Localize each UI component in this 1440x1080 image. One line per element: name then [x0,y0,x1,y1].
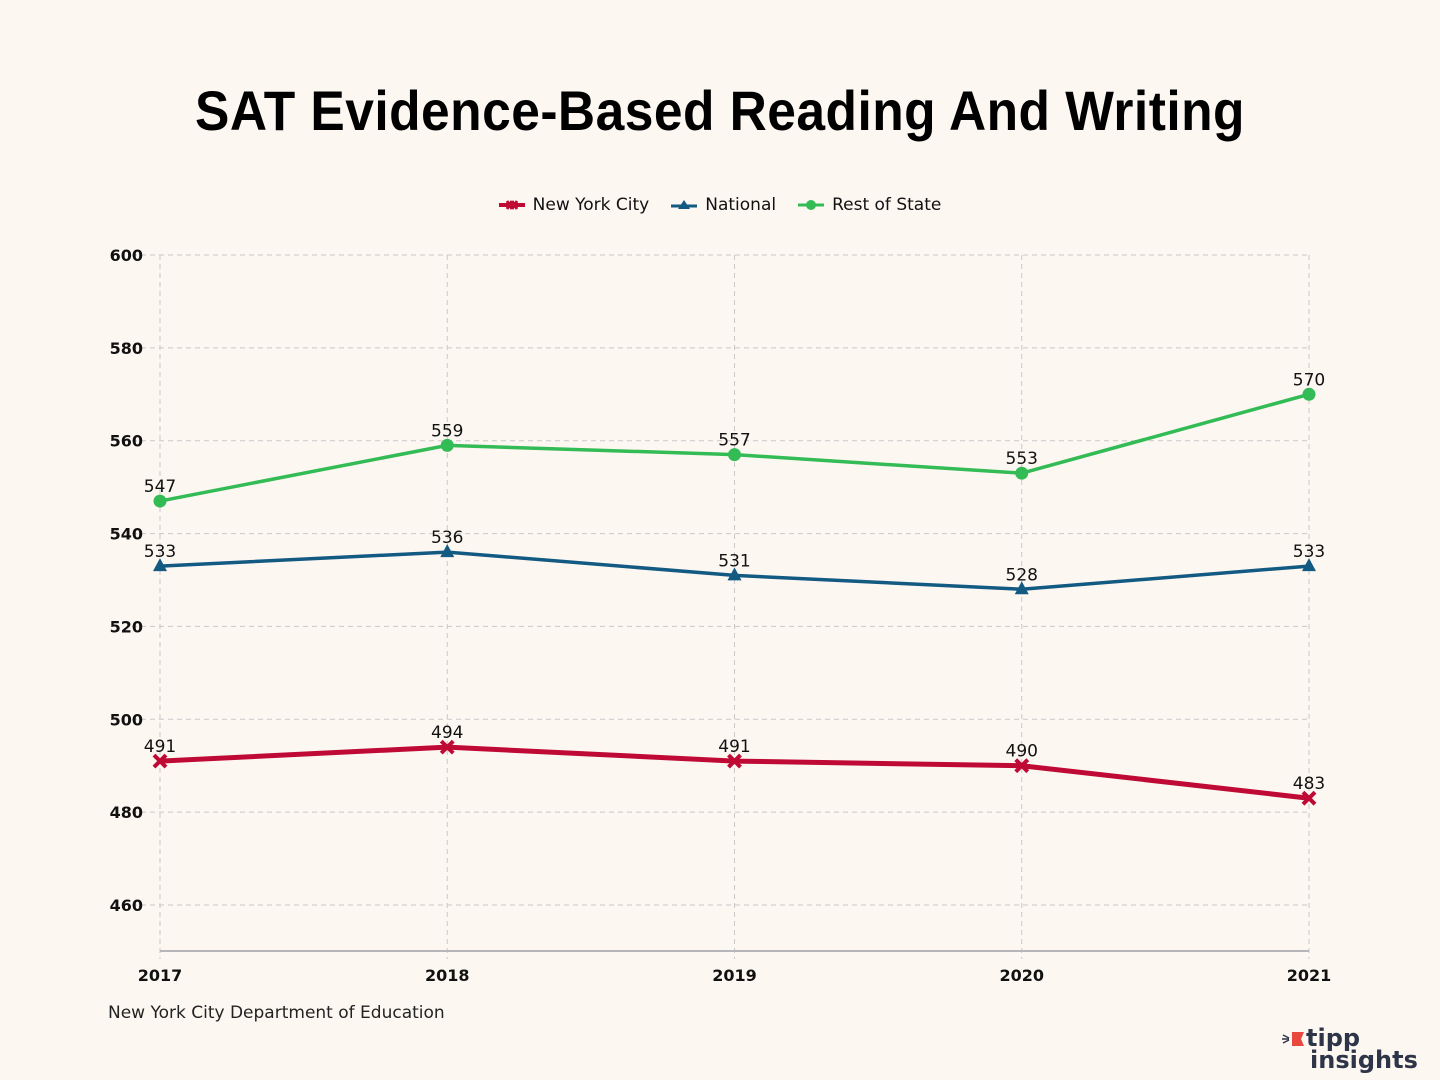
data-point-rest-of-state [153,494,167,508]
tipp-insights-logo: tipp insights [1282,1026,1427,1076]
data-label-national: 533 [144,542,176,562]
data-label-national: 536 [431,528,463,548]
y-tick-label: 580 [110,339,143,358]
data-label-new-york-city: 491 [718,737,750,757]
data-point-rest-of-state [1015,466,1029,480]
y-tick-label: 460 [110,896,143,915]
legend: New York City National Rest of State [0,195,1440,215]
legend-x-marker-icon [498,200,525,210]
legend-circle-marker-icon [798,200,825,210]
data-label-new-york-city: 490 [1006,742,1038,762]
legend-label: National [705,195,777,215]
legend-item-new-york-city[interactable]: New York City [498,195,650,215]
logo-rays-icon [1282,1034,1290,1044]
data-label-rest-of-state: 557 [718,431,750,451]
data-point-national [1302,558,1316,572]
data-point-new-york-city [727,753,742,769]
legend-item-national[interactable]: National [671,195,776,215]
data-point-new-york-city [439,739,455,755]
data-point-rest-of-state [728,448,741,462]
data-label-national: 531 [718,551,750,571]
data-label-new-york-city: 491 [144,737,176,757]
data-label-rest-of-state: 547 [144,477,176,497]
y-tick-label: 480 [110,803,143,822]
data-label-rest-of-state: 559 [431,421,463,441]
data-point-national [727,567,742,581]
data-label-national: 528 [1006,565,1038,585]
data-label-rest-of-state: 570 [1293,370,1325,390]
legend-item-rest-of-state[interactable]: Rest of State [798,195,941,215]
legend-triangle-marker-icon [671,200,698,209]
data-point-new-york-city [152,753,168,769]
logo-flag-icon [1292,1032,1304,1046]
x-tick-label: 2021 [1287,966,1332,985]
x-tick-label: 2020 [999,966,1044,985]
y-tick-label: 600 [110,246,143,265]
x-tick-label: 2017 [138,966,183,985]
chart-title: SAT Evidence-Based Reading And Writing [195,79,1245,142]
data-label-new-york-city: 494 [431,723,463,743]
data-point-new-york-city [1301,790,1317,806]
data-point-rest-of-state [440,438,454,452]
x-tick-label: 2018 [425,966,470,985]
x-tick-label: 2019 [712,966,757,985]
data-point-national [1014,581,1029,595]
source-note: New York City Department of Education [108,1003,445,1023]
y-tick-label: 520 [110,617,143,636]
data-point-national [153,558,167,572]
legend-label: Rest of State [832,195,942,215]
logo-text-insights: insights [1310,1046,1418,1074]
data-point-new-york-city [1014,758,1030,774]
data-label-national: 533 [1293,542,1325,562]
y-tick-label: 540 [110,525,143,544]
logo-text-tipp: tipp [1306,1024,1361,1052]
legend-label: New York City [532,195,650,215]
data-label-rest-of-state: 553 [1006,449,1038,469]
data-point-national [440,544,455,558]
data-point-rest-of-state [1302,387,1316,401]
y-tick-label: 500 [110,710,143,729]
y-tick-label: 560 [110,432,143,451]
data-label-new-york-city: 483 [1293,774,1325,794]
